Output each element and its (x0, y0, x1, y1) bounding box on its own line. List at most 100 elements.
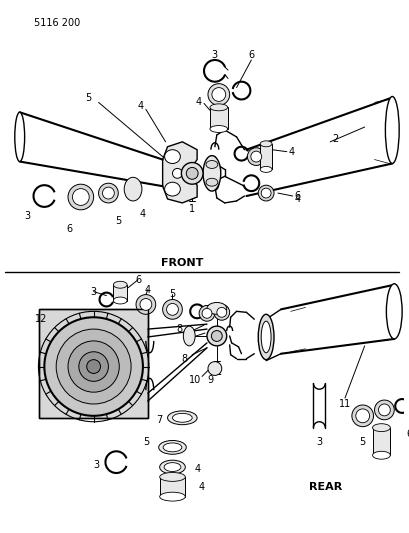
Text: 4: 4 (294, 194, 300, 204)
Ellipse shape (186, 167, 198, 179)
Ellipse shape (136, 295, 155, 314)
Text: 4: 4 (196, 98, 202, 107)
Text: 4: 4 (137, 101, 144, 111)
Text: 8: 8 (176, 324, 182, 334)
Text: 5: 5 (359, 438, 365, 447)
Ellipse shape (261, 188, 270, 198)
Ellipse shape (205, 178, 217, 186)
Ellipse shape (162, 300, 182, 319)
Ellipse shape (159, 472, 185, 481)
Ellipse shape (250, 151, 261, 162)
Text: 5: 5 (142, 438, 148, 447)
Ellipse shape (159, 460, 185, 474)
Ellipse shape (159, 492, 185, 501)
Ellipse shape (378, 404, 389, 416)
Ellipse shape (172, 414, 192, 422)
Ellipse shape (166, 303, 178, 316)
Circle shape (68, 341, 119, 392)
Ellipse shape (163, 443, 182, 452)
Circle shape (44, 317, 143, 416)
Text: 6: 6 (66, 223, 72, 233)
Text: 10: 10 (189, 375, 201, 385)
Text: 1: 1 (215, 367, 221, 377)
Text: 5: 5 (115, 216, 121, 225)
Text: 3: 3 (90, 287, 97, 297)
Ellipse shape (385, 284, 401, 339)
Text: 6: 6 (248, 50, 254, 60)
Ellipse shape (68, 184, 93, 210)
Text: 2: 2 (331, 134, 337, 144)
Text: 6: 6 (135, 275, 141, 285)
Ellipse shape (258, 185, 273, 201)
Text: 12: 12 (35, 314, 47, 324)
Polygon shape (162, 142, 197, 203)
Ellipse shape (167, 411, 197, 425)
Ellipse shape (384, 96, 398, 164)
Ellipse shape (202, 156, 220, 191)
Text: 8: 8 (181, 354, 187, 364)
Text: 5116 200: 5116 200 (34, 18, 81, 28)
Ellipse shape (216, 308, 226, 317)
Text: 7: 7 (156, 415, 162, 425)
Ellipse shape (98, 183, 118, 203)
Ellipse shape (181, 163, 202, 184)
Ellipse shape (102, 187, 114, 199)
Text: 4: 4 (139, 209, 146, 219)
Ellipse shape (355, 409, 369, 423)
Text: 5: 5 (169, 288, 175, 298)
Ellipse shape (207, 326, 226, 346)
Ellipse shape (374, 400, 393, 420)
Ellipse shape (183, 326, 195, 346)
Text: 6: 6 (405, 429, 409, 439)
Ellipse shape (372, 451, 389, 459)
Text: 4: 4 (380, 432, 387, 442)
Text: REAR: REAR (308, 482, 341, 492)
Circle shape (56, 329, 131, 404)
Bar (113, 285, 127, 301)
Ellipse shape (209, 104, 227, 111)
Ellipse shape (211, 330, 222, 342)
Bar (209, 107, 227, 129)
Circle shape (87, 360, 100, 374)
Ellipse shape (72, 189, 89, 205)
Text: FRONT: FRONT (161, 258, 203, 268)
Text: 3: 3 (211, 50, 218, 60)
Ellipse shape (164, 150, 180, 164)
Ellipse shape (213, 304, 229, 320)
Ellipse shape (261, 321, 270, 353)
Ellipse shape (172, 168, 182, 178)
Text: 4: 4 (288, 147, 294, 157)
Ellipse shape (211, 87, 225, 101)
Ellipse shape (207, 84, 229, 106)
Ellipse shape (124, 177, 142, 201)
Ellipse shape (209, 126, 227, 133)
Bar (39, 309, 148, 418)
Ellipse shape (202, 309, 211, 318)
Text: 6: 6 (294, 191, 300, 201)
Ellipse shape (15, 112, 25, 161)
Ellipse shape (199, 305, 214, 321)
Ellipse shape (260, 141, 272, 147)
Text: 3: 3 (93, 460, 99, 470)
Bar (372, 427, 389, 455)
Ellipse shape (205, 160, 217, 168)
Text: 1: 1 (189, 204, 195, 214)
Bar (39, 309, 148, 418)
Text: 3: 3 (315, 438, 321, 447)
Text: 11: 11 (338, 399, 350, 409)
Bar (260, 144, 272, 169)
Ellipse shape (351, 405, 373, 427)
Text: 5: 5 (85, 93, 92, 103)
Ellipse shape (113, 297, 127, 304)
Text: 4: 4 (144, 285, 151, 295)
Text: 4: 4 (198, 482, 204, 492)
Ellipse shape (164, 463, 180, 472)
Ellipse shape (113, 281, 127, 288)
Ellipse shape (258, 314, 273, 360)
Ellipse shape (139, 298, 151, 310)
Circle shape (79, 352, 108, 381)
Ellipse shape (164, 182, 180, 196)
Bar (159, 477, 185, 497)
Ellipse shape (207, 361, 221, 375)
Ellipse shape (207, 302, 226, 314)
